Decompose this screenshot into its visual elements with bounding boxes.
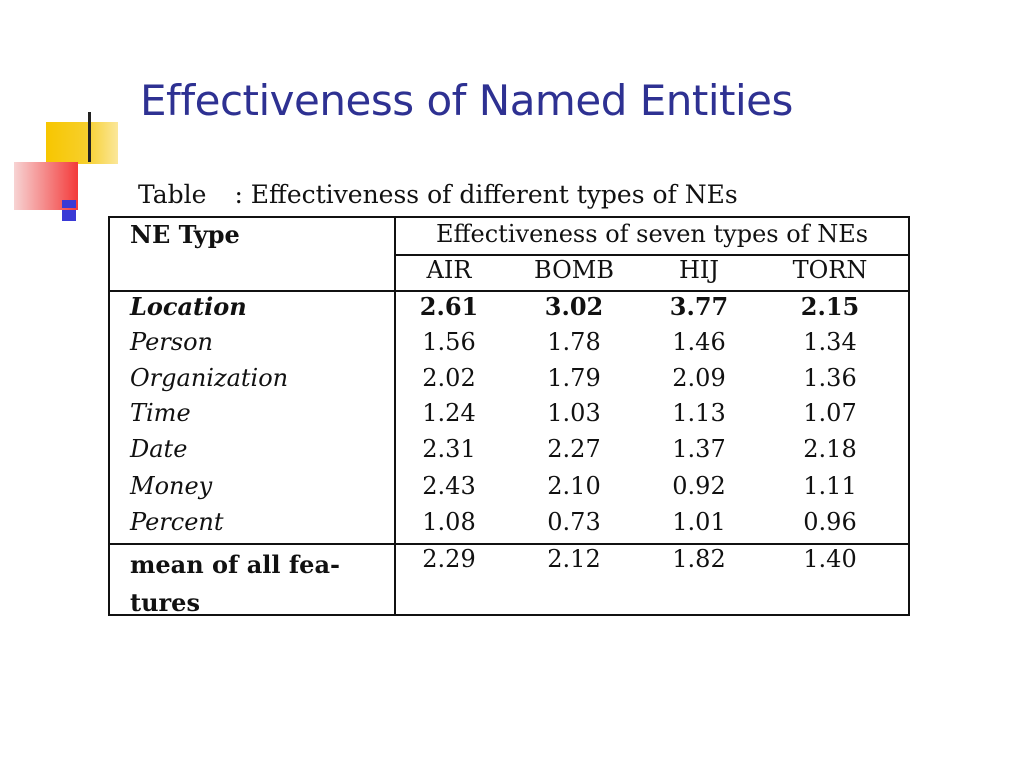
table-cell: 1.78	[547, 328, 601, 356]
caption-text: : Effectiveness of different types of NE…	[234, 180, 738, 209]
table-cell: 1.11	[803, 472, 857, 500]
mean-rule	[110, 543, 908, 545]
row-label-percent: Percent	[130, 508, 224, 536]
table-cell: 1.08	[422, 508, 476, 536]
table-cell: 2.18	[803, 435, 857, 463]
table-cell: 2.02	[422, 364, 476, 392]
header-rule	[110, 290, 908, 292]
table-cell: 1.07	[803, 399, 857, 427]
table-cell: 1.37	[672, 435, 726, 463]
decorative-vertical-line	[88, 112, 91, 162]
table-cell: 1.46	[672, 328, 726, 356]
table-cell: 2.15	[800, 292, 860, 321]
group-header-rule	[394, 254, 908, 256]
row-label-person: Person	[130, 328, 213, 356]
header-ne-type: NE Type	[130, 220, 240, 249]
table-caption: Table : Effectiveness of different types …	[138, 180, 898, 209]
table-cell: 1.36	[803, 364, 857, 392]
row-label-time: Time	[130, 399, 191, 427]
table-cell: 1.40	[803, 545, 857, 573]
slide-title: Effectiveness of Named Entities	[140, 76, 793, 125]
table-cell: 1.56	[422, 328, 476, 356]
table-cell: 1.24	[422, 399, 476, 427]
column-header-bomb: BOMB	[534, 256, 614, 284]
row-label-mean: mean of all fea- tures	[130, 546, 380, 622]
column-divider	[394, 218, 396, 614]
decorative-blue-square-top	[62, 200, 76, 208]
header-effectiveness-group: Effectiveness of seven types of NEs	[435, 220, 869, 248]
table-cell: 2.10	[547, 472, 601, 500]
mean-label-line-1: mean of all fea-	[130, 550, 340, 579]
table-cell: 2.12	[547, 545, 601, 573]
table-cell: 2.29	[422, 545, 476, 573]
table-cell: 1.01	[672, 508, 726, 536]
table-cell: 3.02	[544, 292, 604, 321]
table-cell: 3.77	[669, 292, 729, 321]
table-cell: 1.34	[803, 328, 857, 356]
column-header-air: AIR	[426, 256, 472, 284]
column-header-torn: TORN	[792, 256, 868, 284]
table-cell: 0.92	[672, 472, 726, 500]
row-label-date: Date	[130, 435, 188, 463]
table-cell: 0.73	[547, 508, 601, 536]
table-cell: 1.03	[547, 399, 601, 427]
column-header-hij: HIJ	[678, 256, 720, 284]
mean-label-line-2: tures	[130, 588, 200, 617]
decorative-yellow-square	[46, 122, 118, 164]
table-cell: 2.27	[547, 435, 601, 463]
table-cell: 1.13	[672, 399, 726, 427]
table-cell: 2.31	[422, 435, 476, 463]
table-cell: 1.79	[547, 364, 601, 392]
decorative-blue-square-bottom	[62, 210, 76, 221]
table-cell: 0.96	[803, 508, 857, 536]
row-label-location: Location	[130, 292, 247, 321]
row-label-money: Money	[130, 472, 213, 500]
table-cell: 2.09	[672, 364, 726, 392]
caption-prefix: Table	[138, 180, 207, 209]
results-table: NE Type Effectiveness of seven types of …	[108, 216, 910, 617]
row-label-organization: Organization	[130, 364, 289, 392]
table-cell: 2.61	[419, 292, 479, 321]
table-cell: 2.43	[422, 472, 476, 500]
table-cell: 1.82	[672, 545, 726, 573]
